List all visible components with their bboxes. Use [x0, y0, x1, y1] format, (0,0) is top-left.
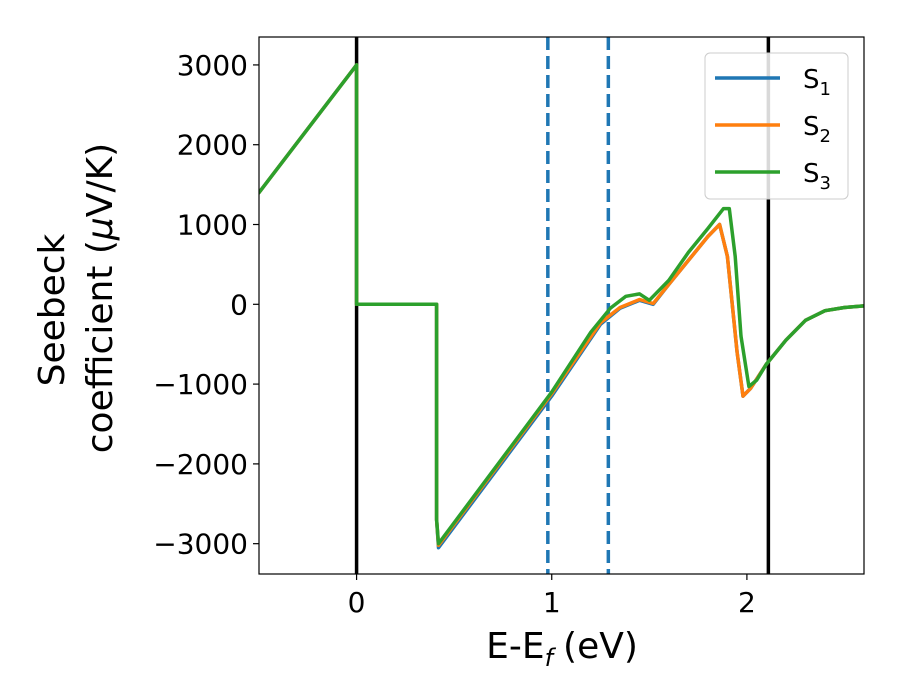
x-axis-label-unit: (eV) — [563, 626, 638, 667]
x-axis-ticks: 0 1 2 — [348, 574, 756, 619]
y-tick-label-6: −3000 — [153, 528, 248, 561]
x-axis-label: E-Ef (eV) — [486, 626, 638, 672]
x-axis-label-subscript: f — [545, 644, 557, 672]
series-line-s3 — [259, 63, 864, 546]
y-tick-label-3: 0 — [230, 288, 248, 321]
y-axis-label: Seebeck coefficient (μV/K) — [32, 143, 121, 453]
x-tick-label-0: 0 — [348, 586, 366, 619]
legend-label-s2: S2 — [803, 112, 831, 147]
y-tick-label-2: 1000 — [177, 209, 248, 242]
y-tick-label-5: −2000 — [153, 448, 248, 481]
y-axis-label-line2: coefficient (μV/K) — [80, 143, 121, 453]
y-tick-label-0: 3000 — [177, 49, 248, 82]
legend-label-s1: S1 — [803, 65, 831, 100]
plot-frame — [258, 36, 865, 575]
legend: S1 S2 S3 — [704, 52, 849, 200]
y-axis-label-line1: Seebeck — [32, 233, 73, 386]
data-series-group — [259, 63, 864, 550]
y-axis-label-coefficient: coefficient ( — [80, 240, 121, 453]
x-axis-label-main: E-E — [486, 626, 544, 667]
y-tick-label-4: −1000 — [153, 368, 248, 401]
y-tick-label-1: 2000 — [177, 129, 248, 162]
y-axis-label-unit: V/K) — [80, 143, 121, 217]
legend-label-s3: S3 — [803, 159, 831, 194]
x-tick-label-2: 2 — [738, 586, 756, 619]
x-tick-label-1: 1 — [543, 586, 561, 619]
y-axis-label-mu: μ — [80, 217, 121, 241]
y-axis-ticks: 3000 2000 1000 0 −1000 −2000 −3000 — [153, 49, 259, 561]
